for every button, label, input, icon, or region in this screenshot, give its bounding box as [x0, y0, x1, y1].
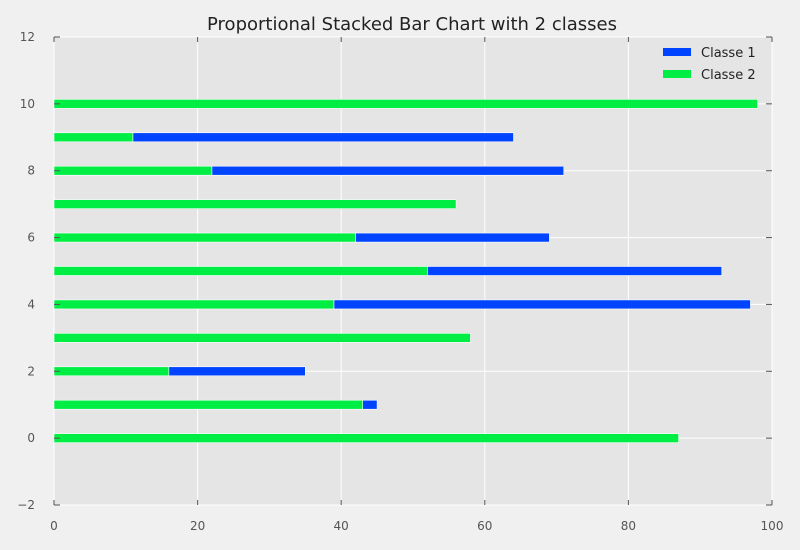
y-tick-label: 12 [20, 30, 35, 44]
legend-label: Classe 2 [701, 68, 756, 83]
bar-segment [168, 366, 306, 377]
x-tick-label: 0 [50, 519, 58, 533]
y-tick-label: 4 [27, 297, 35, 311]
bar-segment [53, 399, 364, 410]
legend-swatch [663, 70, 691, 78]
bar-segment [132, 132, 514, 143]
y-tick-label: 8 [27, 164, 35, 178]
bar-segment [53, 366, 170, 377]
bar-segment [53, 165, 213, 176]
bar-segment [362, 399, 378, 410]
bar-segment [53, 99, 758, 109]
x-tick-label: 60 [477, 519, 492, 533]
chart-title: Proportional Stacked Bar Chart with 2 cl… [207, 14, 617, 35]
y-tick-label: 10 [20, 97, 35, 111]
legend-swatch [663, 48, 691, 56]
bar-segment [53, 266, 428, 276]
y-tick-label: 6 [27, 231, 35, 245]
bar-segment [333, 299, 751, 310]
bar-segment [211, 165, 565, 176]
x-tick-label: 20 [190, 519, 205, 533]
legend-label: Classe 1 [701, 46, 756, 61]
bar-segment [53, 299, 335, 310]
y-tick-label: 2 [27, 364, 35, 378]
bar-segment [53, 333, 471, 343]
y-tick-label: 0 [27, 431, 35, 445]
bar-segment [53, 433, 679, 443]
legend: Classe 1 Classe 2 [663, 46, 756, 83]
bar-segment [53, 232, 356, 243]
bar-segment [355, 232, 550, 243]
x-tick-label: 80 [621, 519, 636, 533]
bar-segment [53, 132, 134, 143]
bar-segment [53, 199, 457, 209]
bars [53, 99, 758, 443]
x-tick-label: 40 [334, 519, 349, 533]
bar-segment [427, 266, 723, 276]
axis-ticks: 0 20 40 60 80 100 −2 0 2 4 6 8 10 12 [17, 30, 783, 533]
y-tick-label: −2 [17, 498, 35, 512]
x-tick-label: 100 [761, 519, 784, 533]
